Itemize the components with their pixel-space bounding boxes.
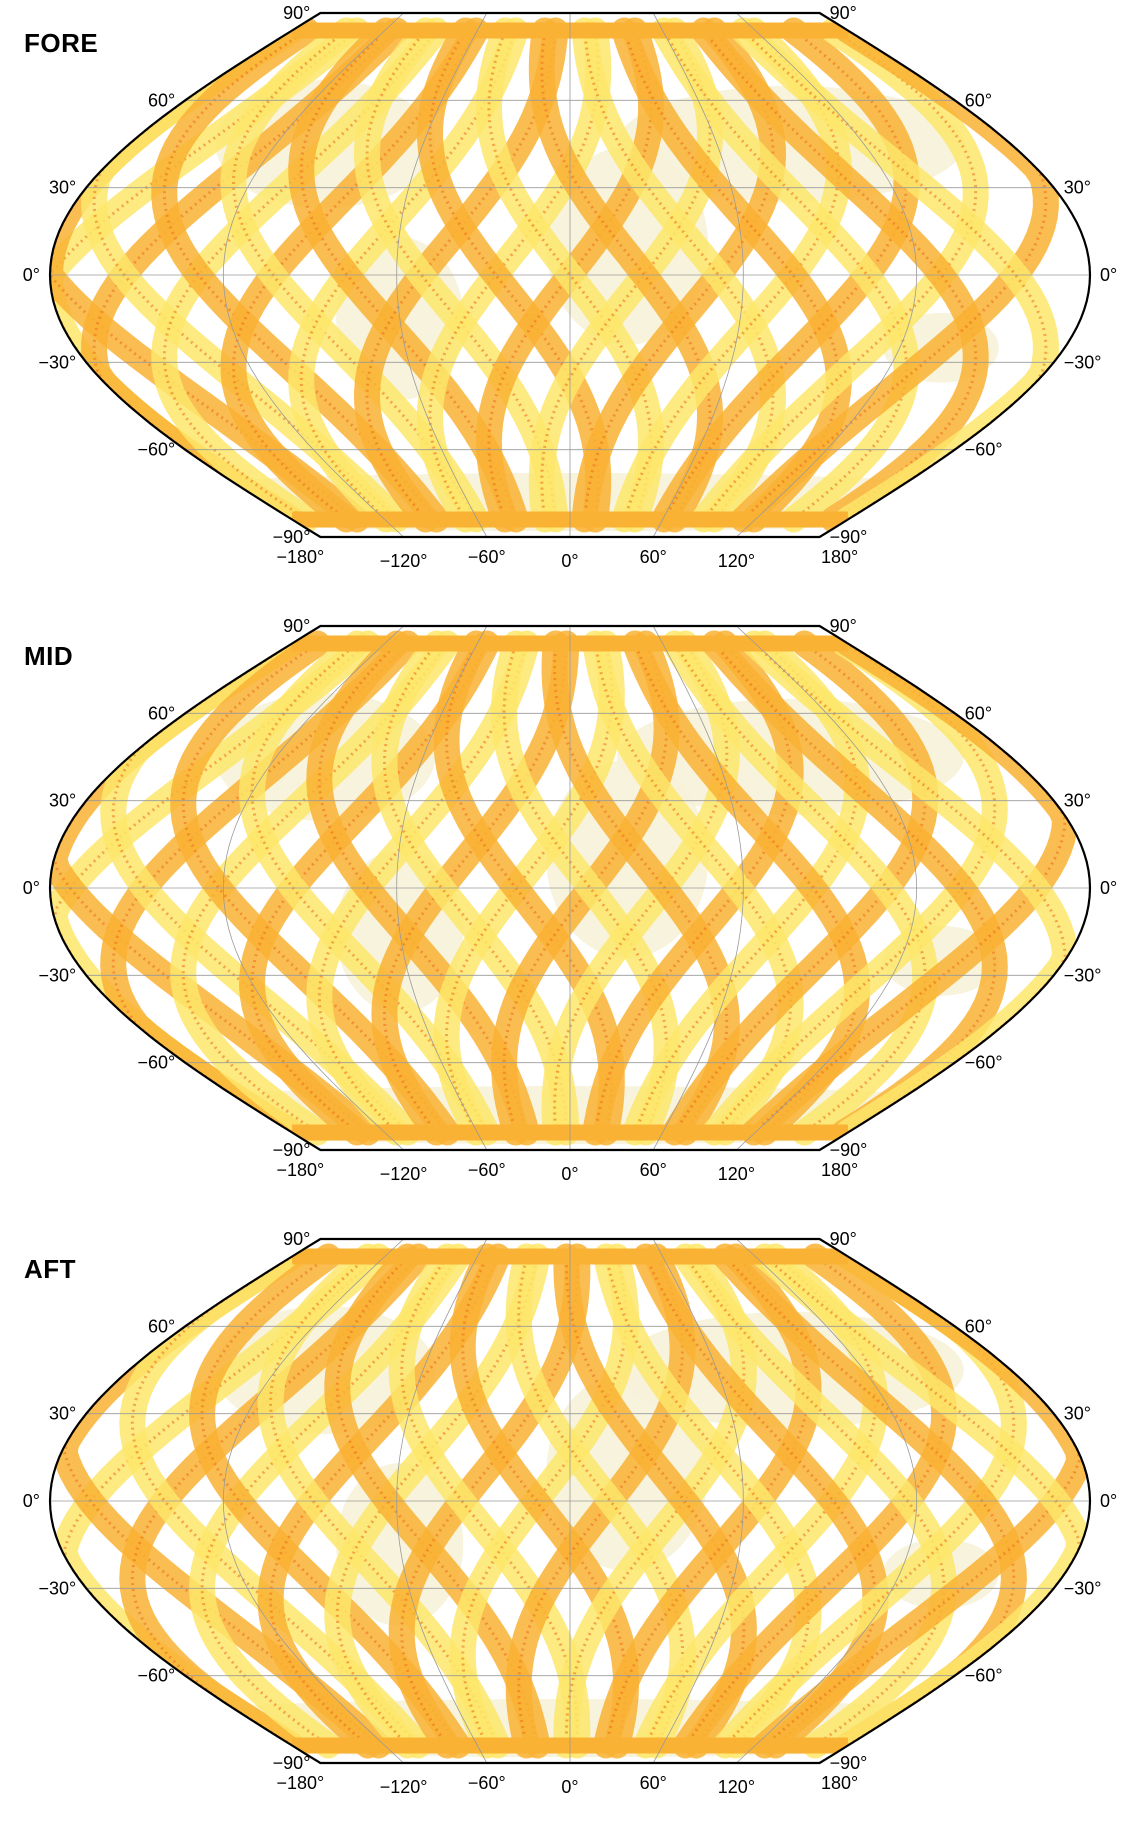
lat-label-right: 30°	[1064, 178, 1091, 198]
lat-label-right: 30°	[1064, 791, 1091, 811]
swath-speckle	[365, 29, 557, 520]
panel-title: MID	[24, 641, 74, 671]
meridian	[652, 626, 744, 1150]
lat-label-right: −60°	[965, 1666, 1003, 1686]
lon-label: 180°	[821, 1160, 858, 1180]
meridian	[652, 13, 744, 537]
lat-label-right: −90°	[830, 1753, 868, 1773]
meridian	[396, 1239, 488, 1763]
lat-label-left: −60°	[137, 1053, 175, 1073]
map-aft-svg: 90° 90° 60° 60° 30° 30° 0° 0° −30° −30° −60° −60° −9…	[23, 1229, 1117, 1797]
lat-label-right: 60°	[965, 1316, 992, 1336]
lat-label-right: 30°	[1064, 1404, 1091, 1424]
lat-label-right: 0°	[1100, 1491, 1117, 1511]
swath-speckle	[702, 29, 978, 521]
map-panel-mid: 90° 90° 60° 60° 30° 30° 0° 0° −30° −30° −60° −60° −9…	[0, 613, 1139, 1213]
lat-label-right: −30°	[1064, 965, 1102, 985]
lon-label: 180°	[821, 547, 858, 567]
swath-speckle	[181, 642, 449, 1134]
lat-label-left: 90°	[283, 3, 310, 23]
meridian	[396, 13, 488, 537]
lon-label: −60°	[468, 547, 506, 567]
map-panel-fore: 90° 90° 60° 60° 30° 30° 0° 0° −30° −30° −60° −60° −9…	[0, 0, 1139, 600]
lon-label: 60°	[640, 547, 667, 567]
meridian	[736, 626, 918, 1150]
lon-label: −60°	[468, 1773, 506, 1793]
map-frame	[48, 624, 1092, 1152]
lat-label-left: 60°	[148, 90, 175, 110]
lat-label-right: 90°	[830, 3, 857, 23]
swath-speckle	[702, 29, 978, 521]
lat-label-right: 90°	[830, 1229, 857, 1249]
lon-label: 0°	[561, 1777, 578, 1797]
lat-label-left: 0°	[23, 878, 40, 898]
lat-label-left: 90°	[283, 1229, 310, 1249]
lat-label-left: −90°	[273, 1140, 311, 1160]
lat-label-right: −90°	[830, 527, 868, 547]
lat-label-right: −90°	[830, 1140, 868, 1160]
meridian	[222, 626, 404, 1150]
meridian	[222, 13, 404, 537]
swath-speckle	[753, 642, 1067, 1134]
lon-label: 180°	[821, 1773, 858, 1793]
swath-speckle	[593, 642, 793, 1133]
map-fore-svg: 90° 90° 60° 60° 30° 30° 0° 0° −30° −30° −60° −60° −9…	[23, 3, 1117, 571]
lat-label-left: 0°	[23, 265, 40, 285]
lat-label-right: −30°	[1064, 1578, 1102, 1598]
lat-label-left: 30°	[49, 1404, 76, 1424]
lon-label: 60°	[640, 1160, 667, 1180]
lat-label-left: −90°	[273, 1753, 311, 1773]
swath-speckle	[742, 29, 1048, 521]
lat-label-right: −60°	[965, 1053, 1003, 1073]
lat-label-left: 60°	[148, 1316, 175, 1336]
lat-label-right: 90°	[830, 616, 857, 636]
lat-label-left: −30°	[38, 1578, 76, 1598]
lat-label-left: 0°	[23, 1491, 40, 1511]
lon-label: −120°	[380, 551, 428, 571]
map-mid-svg: 90° 90° 60° 60° 30° 30° 0° 0° −30° −30° −60° −60° −9…	[23, 616, 1117, 1184]
lon-label: −60°	[468, 1160, 506, 1180]
lat-label-right: 0°	[1100, 878, 1117, 898]
meridian	[652, 1239, 744, 1763]
lon-label: −120°	[380, 1164, 428, 1184]
meridian	[736, 13, 918, 537]
map-frame	[48, 11, 1092, 539]
lat-label-left: −30°	[38, 352, 76, 372]
lon-label: 120°	[718, 551, 755, 571]
map-frame	[48, 1237, 1092, 1765]
lat-label-left: −60°	[137, 440, 175, 460]
lat-label-right: −30°	[1064, 352, 1102, 372]
panel-title: AFT	[24, 1254, 77, 1284]
swath-speckle	[335, 1255, 539, 1746]
lon-label: 120°	[718, 1164, 755, 1184]
swath-speckle	[633, 642, 859, 1134]
lon-label: −180°	[277, 1160, 325, 1180]
lat-label-right: 60°	[965, 703, 992, 723]
lat-label-left: −60°	[137, 1666, 175, 1686]
lat-label-right: −60°	[965, 440, 1003, 460]
meridian	[222, 1239, 404, 1763]
lat-label-left: 30°	[49, 791, 76, 811]
lon-label: 0°	[561, 551, 578, 571]
lon-label: 120°	[718, 1777, 755, 1797]
meridian	[736, 1239, 918, 1763]
lat-label-left: 60°	[148, 703, 175, 723]
lat-label-left: −30°	[38, 965, 76, 985]
panel-title: FORE	[24, 28, 99, 58]
lon-label: −120°	[380, 1777, 428, 1797]
lon-label: 0°	[561, 1164, 578, 1184]
map-panel-aft: 90° 90° 60° 60° 30° 30° 0° 0° −30° −30° −60° −60° −9…	[0, 1226, 1139, 1826]
lat-label-right: 0°	[1100, 265, 1117, 285]
lat-label-left: 90°	[283, 616, 310, 636]
meridian	[396, 626, 488, 1150]
lon-label: 60°	[640, 1773, 667, 1793]
lat-label-right: 60°	[965, 90, 992, 110]
lat-label-left: −90°	[273, 527, 311, 547]
lon-label: −180°	[277, 547, 325, 567]
lat-label-left: 30°	[49, 178, 76, 198]
lon-label: −180°	[277, 1773, 325, 1793]
